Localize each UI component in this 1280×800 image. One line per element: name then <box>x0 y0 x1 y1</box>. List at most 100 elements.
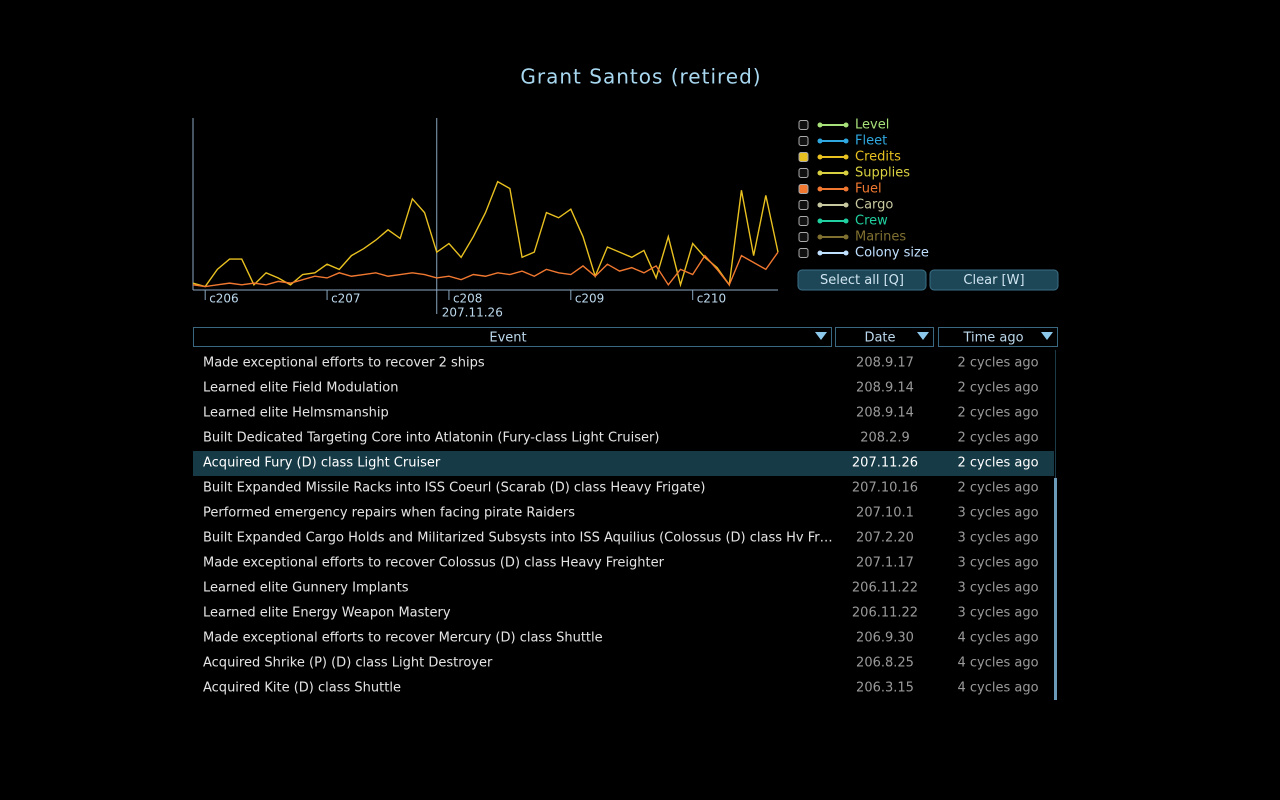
x-tick-label: c209 <box>575 292 605 306</box>
date: 206.11.22 <box>852 581 918 596</box>
legend-checkbox[interactable] <box>798 168 809 178</box>
date: 207.1.17 <box>856 556 914 571</box>
legend-label: Fleet <box>855 134 887 149</box>
sort-arrow <box>917 332 929 340</box>
legend-dot <box>817 250 823 256</box>
legend-checkbox[interactable] <box>798 184 809 194</box>
legend-label: Cargo <box>855 198 893 213</box>
x-tick-label: c206 <box>209 292 239 306</box>
time-ago: 4 cycles ago <box>957 631 1038 646</box>
date: 208.9.14 <box>856 381 914 396</box>
column-header[interactable] <box>835 327 934 347</box>
series-line <box>192 180 779 288</box>
column-header-label: Date <box>864 331 895 346</box>
date: 208.9.17 <box>856 356 914 371</box>
sort-arrow <box>815 332 827 340</box>
event[interactable]: Acquired Shrike (P) (D) class Light Dest… <box>203 656 493 671</box>
x-tick-label: c210 <box>697 292 727 306</box>
time-ago: 2 cycles ago <box>957 406 1038 421</box>
legend-dot <box>817 122 823 128</box>
legend-dot <box>843 202 849 208</box>
time-ago: 2 cycles ago <box>957 481 1038 496</box>
event[interactable]: Made exceptional efforts to recover 2 sh… <box>203 356 485 371</box>
date: 207.2.20 <box>856 531 914 546</box>
event[interactable]: Built Expanded Cargo Holds and Militariz… <box>203 531 833 546</box>
legend-label: Marines <box>855 230 906 245</box>
event[interactable]: Acquired Kite (D) class Shuttle <box>203 681 401 696</box>
legend-dot <box>817 202 823 208</box>
legend-dot <box>843 122 849 128</box>
legend-dot <box>817 170 823 176</box>
legend-dot <box>843 138 849 144</box>
legend-label: Fuel <box>855 182 882 197</box>
button[interactable] <box>797 269 927 291</box>
column-header-label: Event <box>489 331 526 346</box>
event[interactable]: Built Expanded Missile Racks into ISS Co… <box>203 481 705 496</box>
event[interactable]: Built Dedicated Targeting Core into Atla… <box>203 431 659 446</box>
time-ago: 4 cycles ago <box>957 681 1038 696</box>
legend-label: Credits <box>855 150 901 165</box>
event[interactable]: Learned elite Field Modulation <box>203 381 398 396</box>
time-ago: 2 cycles ago <box>957 356 1038 371</box>
time-ago: 3 cycles ago <box>957 531 1038 546</box>
legend-label: Supplies <box>855 166 910 181</box>
button-label: Select all [Q] <box>820 273 904 288</box>
time-ago: 3 cycles ago <box>957 556 1038 571</box>
event[interactable]: Performed emergency repairs when facing … <box>203 506 575 521</box>
legend-dot <box>817 138 823 144</box>
legend-dot <box>843 234 849 240</box>
column-header[interactable] <box>193 327 832 347</box>
legend-label: Colony size <box>855 246 929 261</box>
date: 206.8.25 <box>856 656 914 671</box>
time-ago: 2 cycles ago <box>957 456 1038 471</box>
time-ago: 3 cycles ago <box>957 506 1038 521</box>
date: 208.2.9 <box>860 431 910 446</box>
legend-checkbox[interactable] <box>798 200 809 210</box>
date: 206.3.15 <box>856 681 914 696</box>
x-tick-label: c207 <box>331 292 361 306</box>
date: 206.9.30 <box>856 631 914 646</box>
event[interactable]: Made exceptional efforts to recover Colo… <box>203 556 665 571</box>
legend-dot <box>843 250 849 256</box>
legend-dot <box>817 234 823 240</box>
legend-dot <box>817 154 823 160</box>
legend-dot <box>843 154 849 160</box>
cursor-label: 207.11.26 <box>442 306 503 320</box>
time-ago: 3 cycles ago <box>957 606 1038 621</box>
legend-dot <box>843 186 849 192</box>
legend-dot <box>843 170 849 176</box>
event[interactable]: Acquired Fury (D) class Light Cruiser <box>203 456 441 471</box>
column-header-label: Time ago <box>962 331 1023 346</box>
legend-checkbox[interactable] <box>798 136 809 146</box>
legend-checkbox[interactable] <box>798 248 809 258</box>
legend-dot <box>817 218 823 224</box>
event[interactable]: Learned elite Gunnery Implants <box>203 581 409 596</box>
time-ago: 2 cycles ago <box>957 431 1038 446</box>
legend-checkbox[interactable] <box>798 152 809 162</box>
button[interactable] <box>929 269 1059 291</box>
title: Grant Santos (retired) <box>520 65 761 89</box>
event[interactable]: Learned elite Helmsmanship <box>203 406 389 421</box>
series-line <box>192 251 779 288</box>
event[interactable]: Learned elite Energy Weapon Mastery <box>203 606 451 621</box>
date: 207.11.26 <box>852 456 918 471</box>
event[interactable]: Made exceptional efforts to recover Merc… <box>203 631 603 646</box>
time-ago: 4 cycles ago <box>957 656 1038 671</box>
legend-checkbox[interactable] <box>798 232 809 242</box>
column-header[interactable] <box>938 327 1058 347</box>
time-ago: 2 cycles ago <box>957 381 1038 396</box>
legend-checkbox[interactable] <box>798 216 809 226</box>
date: 208.9.14 <box>856 406 914 421</box>
row-highlight <box>193 451 1054 476</box>
legend-dot <box>817 186 823 192</box>
legend-checkbox[interactable] <box>798 120 809 130</box>
scroll-thumb[interactable] <box>1054 478 1057 700</box>
date: 206.11.22 <box>852 606 918 621</box>
button-label: Clear [W] <box>963 273 1024 288</box>
date: 207.10.1 <box>856 506 914 521</box>
legend-dot <box>843 218 849 224</box>
x-tick-label: c208 <box>453 292 483 306</box>
legend-label: Crew <box>855 214 888 229</box>
